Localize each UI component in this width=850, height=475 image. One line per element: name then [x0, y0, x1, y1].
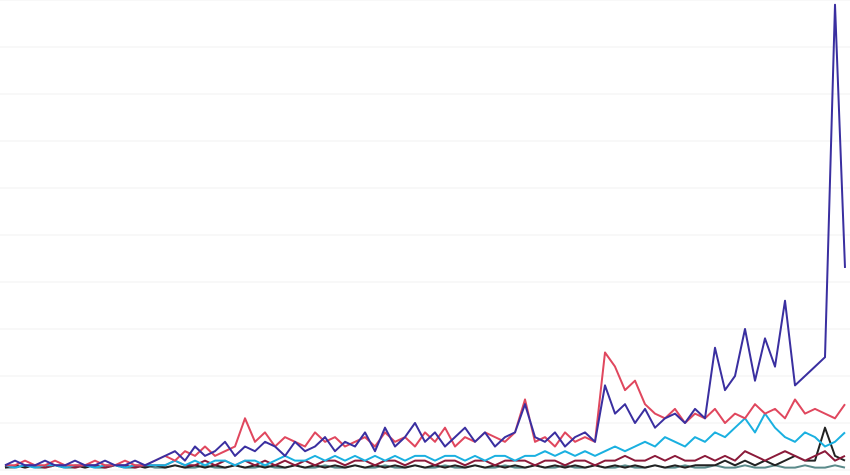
series-line	[5, 351, 846, 467]
series-line	[4, 450, 846, 469]
series-line	[4, 3, 846, 467]
series-line	[4, 426, 846, 469]
